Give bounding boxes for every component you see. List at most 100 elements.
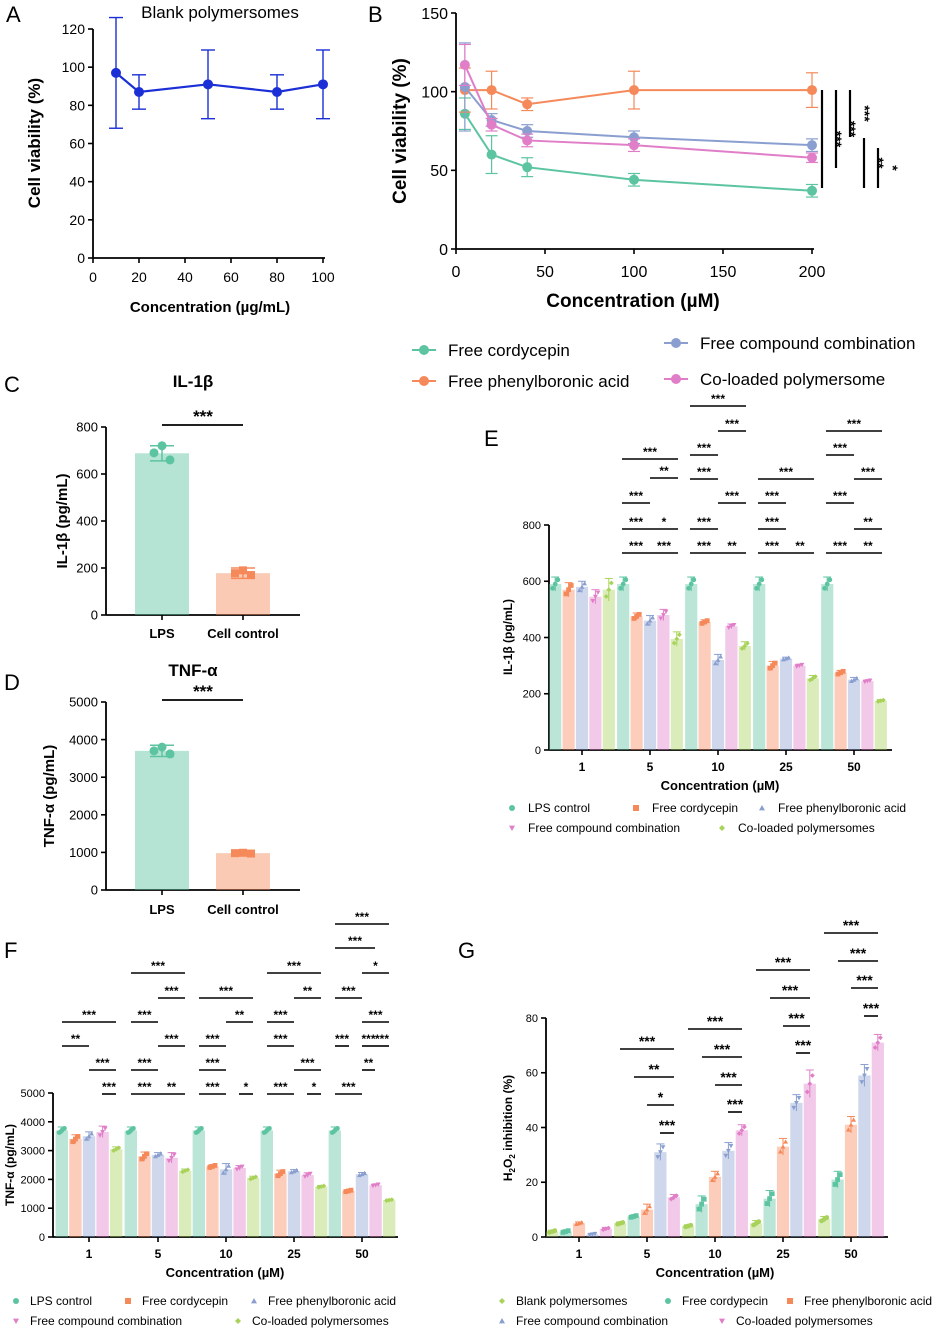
panel-e-data-point <box>609 580 614 586</box>
panel-g-data-point <box>764 1201 770 1207</box>
panel-d-y-tick-label: 4000 <box>69 732 98 747</box>
panel-g-data-point <box>756 1219 762 1225</box>
panel-g-data-point <box>606 1225 611 1231</box>
panel-g-bar <box>818 1219 831 1237</box>
panel-e-bar <box>602 589 615 750</box>
panel-g-sig-label: *** <box>659 1117 676 1133</box>
panel-d-y-tick-label: 5000 <box>69 695 98 710</box>
panel-e-sig-label: *** <box>629 539 643 553</box>
panel-b-point <box>629 85 639 96</box>
panel-g-data-point <box>791 1105 797 1111</box>
panel-b-legend-marker <box>671 374 681 384</box>
panel-f-legend-marker <box>125 1298 131 1304</box>
panel-a-y-label: Cell viability (%) <box>25 78 44 208</box>
panel-b-x-tick-label: 50 <box>536 264 554 281</box>
panel-f-data-point <box>280 1169 286 1174</box>
panel-f-data-point <box>158 1151 163 1156</box>
panel-e-bar <box>738 645 751 750</box>
panel-g-data-point <box>864 1066 870 1072</box>
panel-f-sig-label: *** <box>164 984 178 998</box>
panel-d-y-tick-label: 3000 <box>69 770 98 785</box>
panel-e-bar <box>575 586 589 750</box>
panel-e-data-point <box>867 678 873 683</box>
panel-f-y-tick-label: 4000 <box>21 1117 45 1129</box>
panel-b-point <box>486 85 497 96</box>
panel-f-data-point <box>335 1125 340 1131</box>
panel-e-sig-label: *** <box>765 489 779 503</box>
panel-f-sig-label: *** <box>95 1056 109 1070</box>
panel-e-sig-label: *** <box>629 515 643 529</box>
panel-f-bar <box>206 1166 219 1237</box>
panel-g-y-tick-label: 0 <box>532 1232 538 1244</box>
panel-g-x-tick-label: 50 <box>844 1247 858 1261</box>
panel-f-sig-label: ** <box>364 1056 374 1070</box>
panel-g-data-point <box>796 1096 802 1101</box>
panel-g-sig-label: * <box>658 1089 664 1105</box>
panel-e-sig-label: * <box>662 515 667 529</box>
panel-label-c: C <box>4 372 20 397</box>
panel-g-data-point <box>824 1215 830 1220</box>
panel-f-data-point <box>384 1198 389 1204</box>
panel-g-sig-label: *** <box>795 1037 812 1053</box>
panel-g-data-point <box>642 1210 647 1215</box>
panel-e-x-tick-label: 25 <box>779 760 793 774</box>
panel-c-data-point <box>165 455 175 465</box>
panel-g-x-label: Concentration (µM) <box>656 1265 775 1280</box>
panel-a-point <box>318 79 328 90</box>
panel-e-data-point <box>840 668 846 674</box>
panel-e-sig-label: ** <box>659 464 669 478</box>
panel-e-data-point <box>827 577 833 583</box>
panel-g-data-point <box>688 1222 694 1228</box>
panel-a-point <box>134 86 144 97</box>
panel-e-data-point <box>849 678 854 683</box>
panel-g-legend-label: Free phenylboronic acid <box>804 1294 932 1308</box>
panel-f-bar <box>138 1156 151 1237</box>
panel-a-y-tick-label: 60 <box>69 136 85 152</box>
panel-e-data-point <box>835 671 841 677</box>
panel-e-y-tick-label: 600 <box>523 576 541 588</box>
panel-a-title: Blank polymersomes <box>141 3 299 22</box>
panel-e-legend-marker <box>633 805 639 811</box>
panel-e-legend-label: Free compound combination <box>528 821 680 835</box>
panel-label-g: G <box>458 938 475 963</box>
panel-g-sig-label: ** <box>649 1061 660 1077</box>
panel-g-sig-label: *** <box>788 1010 805 1026</box>
panel-e-data-point <box>699 620 705 626</box>
panel-g-sig-label: *** <box>843 917 860 933</box>
panel-g-legend-marker <box>665 1298 671 1304</box>
panel-g-data-point <box>647 1203 652 1209</box>
panel-g-sig-label: *** <box>639 1033 656 1049</box>
panel-g-bar <box>790 1102 803 1237</box>
panel-e-data-point <box>854 675 859 681</box>
panel-f-bar <box>301 1175 314 1237</box>
panel-f-bar <box>110 1149 123 1237</box>
panel-e-bar <box>643 620 657 750</box>
panel-f-sig-label: *** <box>137 1056 151 1070</box>
panel-g-data-point <box>655 1155 661 1160</box>
panel-g-legend-marker <box>499 1318 505 1324</box>
panel-f-bar <box>233 1167 246 1237</box>
panel-g-data-point <box>736 1131 742 1136</box>
panel-f-bar <box>315 1186 328 1237</box>
panel-f-sig-label: *** <box>205 1080 219 1094</box>
panel-f-bar <box>383 1200 396 1237</box>
panel-e-bar <box>779 658 793 750</box>
panel-b-point <box>807 140 817 151</box>
panel-f-data-point <box>210 1164 215 1169</box>
panel-g-legend-marker <box>499 1298 505 1304</box>
panel-e-data-point <box>851 677 857 682</box>
panel-d-y-label: TNF-α (pg/mL) <box>41 745 58 848</box>
panel-g-data-point <box>862 1073 867 1078</box>
panel-e-data-point <box>555 577 561 583</box>
panel-f-sig-label: *** <box>361 1032 375 1046</box>
panel-f-y-tick-label: 2000 <box>21 1174 45 1186</box>
panel-g-data-point <box>794 1100 799 1106</box>
panel-e-data-point <box>691 577 697 583</box>
panel-d-data-point <box>157 742 167 752</box>
panel-g-bar <box>722 1150 735 1237</box>
panel-d-x-tick-label: Cell control <box>207 902 279 917</box>
panel-f-data-point <box>226 1163 231 1168</box>
panel-e-data-point <box>739 646 745 651</box>
panel-e-data-point <box>595 590 601 595</box>
